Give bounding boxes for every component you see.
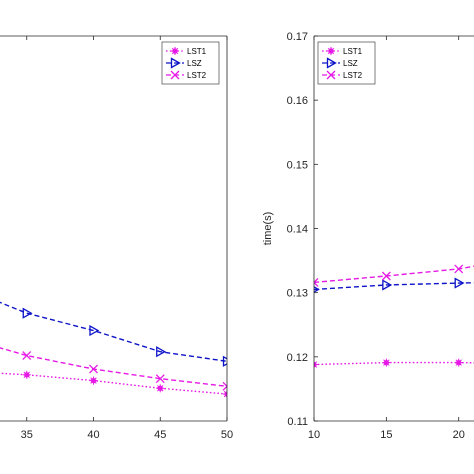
legend-label-lsz: LSZ (187, 59, 202, 68)
data-point-lst2-2 (454, 264, 464, 274)
series-line-lsz (314, 282, 474, 291)
data-point-lsz-2 (454, 277, 465, 289)
data-point-lst1-2-ray (455, 359, 462, 366)
axes: 10 15 20 0.11 0.12 0.13 0.14 0.15 0.16 0.17 time(s… (262, 31, 474, 441)
y-tick-label: 0.16 (287, 95, 308, 107)
series-line-lst1 (314, 361, 474, 366)
legend-marker-lst2-stroke-b (170, 70, 180, 80)
data-point-lst2-0-stroke-b (314, 277, 319, 284)
y-tick-label: 0.12 (287, 352, 308, 364)
series-line-lst2 (0, 347, 227, 388)
y-tick-label: 0.17 (287, 31, 308, 43)
data-point-lst2-0-stroke-a (314, 281, 319, 287)
data-point-lsz-0 (314, 286, 320, 293)
data-point-lsz-2 (89, 324, 100, 337)
x-tick-label: 10 (308, 429, 320, 441)
legend: LST1 LSZ LST2 (161, 41, 220, 85)
legend-marker-lst2-stroke-b (326, 70, 336, 80)
axes: 35 40 45 50 (0, 35, 233, 441)
legend-label-lst1: LST1 (343, 47, 363, 56)
y-axis-label: time(s) (262, 212, 274, 246)
data-point-lsz-1 (382, 279, 393, 291)
data-point-lst1-2 (89, 376, 98, 385)
x-tick-label: 40 (87, 429, 99, 441)
series-line-lst2 (314, 265, 474, 284)
data-point-lst2-1 (381, 271, 391, 281)
data-point-lst1-4 (223, 390, 227, 399)
legend-marker-lst1 (171, 47, 179, 55)
data-point-lst1-3-ray (157, 385, 164, 392)
right-chart-panel: 10 15 20 0.11 0.12 0.13 0.14 0.15 0.16 0.17 time(s… (262, 31, 474, 441)
legend-marker-lst1 (327, 47, 335, 55)
data-point-lst1-3 (156, 384, 165, 393)
left-chart-panel: 35 40 45 50 LST1 LSZ LST2 (0, 35, 233, 441)
y-tick-label: 0.13 (287, 288, 308, 300)
data-point-lsz-4 (222, 355, 227, 367)
x-tick-label: 50 (221, 429, 233, 441)
x-tick-label: 15 (380, 429, 392, 441)
data-point-lst1-1-ray (23, 371, 30, 378)
x-tick-label: 20 (453, 429, 465, 441)
data-point-lst1-0-ray (314, 361, 318, 366)
data-point-lsz-3 (156, 346, 167, 358)
data-point-lst1-4-ray (223, 390, 227, 395)
series-line-lst1 (0, 372, 227, 395)
data-point-lst1-4-ray (223, 393, 227, 398)
legend-marker-lst2 (170, 70, 180, 80)
data-point-lst2-2 (89, 364, 98, 374)
data-point-lst2-2-stroke-b (89, 364, 98, 374)
series-line-lsz (0, 301, 227, 363)
data-point-lst1-1-ray (383, 359, 390, 366)
legend-marker-lsz (170, 57, 181, 69)
data-point-lst1-2 (454, 358, 463, 367)
data-point-lst2-0 (314, 277, 319, 287)
data-point-lst1-1 (22, 370, 31, 379)
y-tick-label: 0.14 (287, 224, 308, 236)
data-point-lst1-2-ray (90, 377, 97, 384)
legend-marker-lst2 (326, 70, 336, 80)
y-tick-label: 0.11 (287, 416, 308, 428)
plot-area (314, 264, 474, 369)
data-point-lst2-4 (222, 381, 227, 391)
data-point-lst2-4-stroke-a (222, 381, 227, 388)
data-point-lst2-4-stroke-b (222, 385, 227, 391)
data-point-lsz-1 (22, 307, 33, 319)
legend-label-lst2: LST2 (343, 71, 363, 80)
legend-label-lst1: LST1 (187, 47, 207, 56)
data-point-lst1-0 (314, 360, 318, 369)
legend: LST1 LSZ LST2 (317, 41, 376, 85)
x-tick-label: 35 (21, 429, 33, 441)
legend-marker-lst1-ray (327, 47, 335, 55)
legend-marker-lsz (326, 57, 337, 69)
data-point-lst2-3-stroke-b (155, 374, 165, 384)
data-point-lst2-1 (22, 351, 32, 361)
x-tick-label: 45 (154, 429, 166, 441)
data-point-lst2-1-stroke-b (22, 351, 32, 361)
plot-area (0, 301, 227, 399)
data-point-lst1-1 (382, 358, 391, 367)
data-point-lst2-2-stroke-b (454, 264, 464, 274)
data-point-lst1-0-ray (314, 363, 318, 368)
legend-marker-lst1-ray (171, 47, 179, 55)
y-tick-label: 0.15 (287, 159, 308, 171)
legend-label-lsz: LSZ (343, 59, 358, 68)
data-point-lst2-3 (155, 374, 165, 384)
legend-label-lst2: LST2 (187, 71, 207, 80)
data-point-lst2-1-stroke-b (381, 271, 391, 281)
